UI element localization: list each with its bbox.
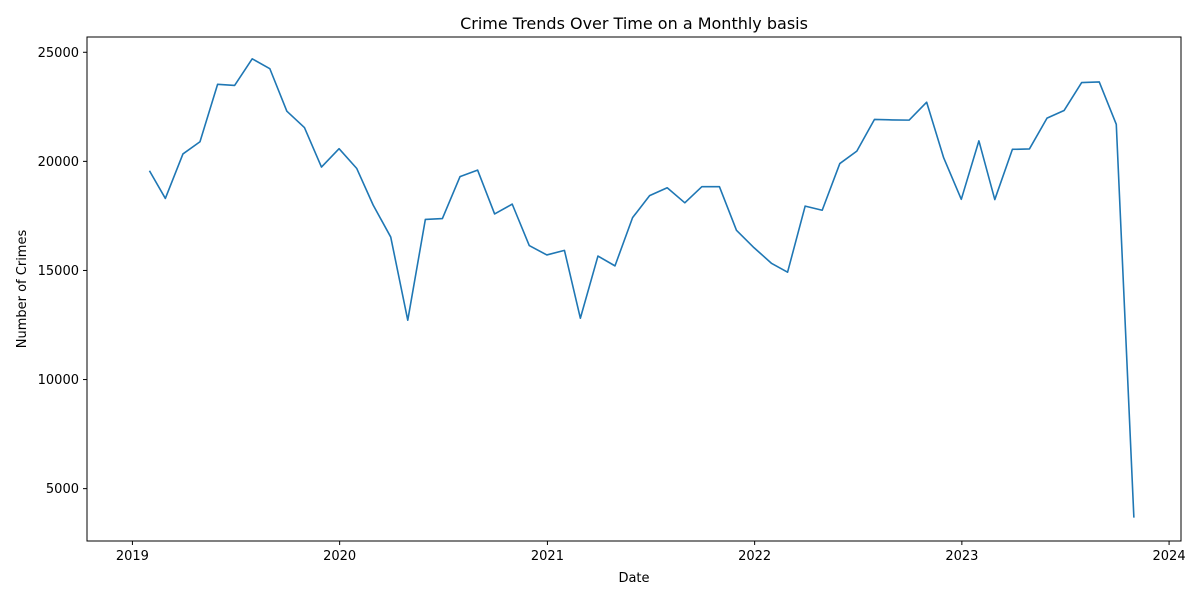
y-tick-label: 15000 xyxy=(38,264,79,279)
y-tick-label: 10000 xyxy=(38,373,79,388)
series-line xyxy=(148,58,1135,518)
y-tick-label: 20000 xyxy=(38,155,79,170)
chart-title: Crime Trends Over Time on a Monthly basi… xyxy=(460,14,808,33)
x-tick-label: 2021 xyxy=(531,549,564,564)
y-tick-label: 5000 xyxy=(46,482,79,497)
y-tick-label: 25000 xyxy=(38,46,79,61)
x-tick-label: 2019 xyxy=(116,549,149,564)
y-axis-label: Number of Crimes xyxy=(15,230,30,349)
plot-area: 2019 2020 2021 2022 2023 2024 5000 10000 15000 20… xyxy=(38,46,1186,564)
x-tick-label: 2020 xyxy=(323,549,356,564)
x-tick-label: 2022 xyxy=(738,549,771,564)
x-tick-label: 2023 xyxy=(945,549,978,564)
x-axis-label: Date xyxy=(618,571,649,586)
plot-frame xyxy=(86,36,1182,542)
x-tick-label: 2024 xyxy=(1153,549,1186,564)
